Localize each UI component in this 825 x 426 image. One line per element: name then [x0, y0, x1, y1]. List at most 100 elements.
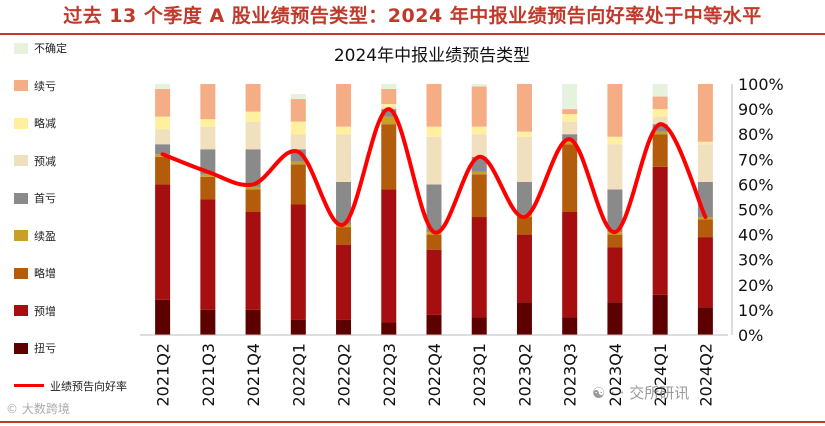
x-tick-label: 2021Q3 — [199, 343, 218, 407]
bar-segment-2023q4-s5 — [607, 144, 623, 190]
watermark-left-text: 大数跨境 — [21, 402, 70, 416]
bar-segment-2021q4-s5 — [245, 121, 261, 150]
legend-swatch — [14, 192, 28, 204]
bar-segment-2023q2-s2 — [516, 217, 532, 235]
bar-segment-2022q1-s8 — [290, 94, 306, 100]
bar-segment-2022q3-s8 — [381, 84, 397, 90]
bar-segment-2024q1-s0 — [652, 294, 668, 335]
legend-label: 首亏 — [34, 192, 56, 205]
x-tick-label: 2024Q2 — [696, 343, 715, 407]
bar-segment-2021q4-s7 — [245, 84, 261, 112]
bar-segment-2022q2-s0 — [336, 319, 352, 335]
legend-item: 预减 — [14, 151, 56, 171]
x-axis: 2021Q2 2021Q3 2021Q4 2022Q1 2022Q2 2022Q3 2022… — [140, 334, 728, 407]
bar-segment-2023q4-s1 — [607, 247, 623, 303]
legend-swatch — [14, 267, 28, 279]
bar-segment-2023q1-s0 — [471, 317, 487, 335]
bar-segment-2021q2-s2 — [155, 156, 171, 185]
legend-label: 略减 — [34, 117, 56, 130]
x-tick-label: 2023Q2 — [515, 343, 534, 407]
x-tick-label: 2023Q3 — [561, 343, 580, 407]
legend-item: 首亏 — [14, 188, 56, 208]
y-tick-label: 0% — [738, 326, 763, 345]
bar-segment-2023q2-s6 — [516, 131, 532, 137]
x-tick-label: 2023Q4 — [606, 343, 625, 407]
watermark-right: ☯ · · 交所研讯 — [592, 384, 690, 402]
bar-segment-2023q1-s8 — [471, 84, 487, 87]
bar-segment-2022q3-s4 — [381, 109, 397, 117]
bar-segment-2022q1-s1 — [290, 204, 306, 320]
bar-segment-2021q2-s5 — [155, 129, 171, 145]
legend-swatch — [14, 342, 28, 354]
banner: 过去 13 个季度 A 股业绩预告类型：2024 年中报业绩预告向好率处于中等水… — [0, 0, 825, 36]
bar-segment-2021q3-s4 — [200, 149, 216, 175]
bar-segment-2024q1-s6 — [652, 109, 668, 117]
bar-segment-2023q4-s0 — [607, 302, 623, 335]
bar-segment-2024q1-s2 — [652, 134, 668, 167]
x-tick-label: 2022Q3 — [380, 343, 399, 407]
bar-segment-2022q1-s0 — [290, 319, 306, 335]
watermark-right-text: 交所研讯 — [629, 384, 690, 402]
bar-segment-2022q4-s6 — [426, 126, 442, 137]
bar-segment-2021q2-s6 — [155, 116, 171, 130]
bar-segment-2024q1-s3 — [652, 131, 668, 135]
legend-label: 预减 — [34, 154, 56, 168]
bar-segment-2021q4-s0 — [245, 309, 261, 335]
bar-segment-2023q3-s0 — [562, 317, 578, 335]
legend-swatch — [14, 80, 28, 91]
y-tick-label: 30% — [738, 251, 774, 270]
bar-segment-2022q4-s7 — [426, 84, 442, 127]
bar-segment-2022q3-s7 — [381, 89, 397, 105]
y-tick-label: 100% — [738, 75, 784, 94]
y-tick-label: 60% — [738, 175, 774, 194]
x-tick-label: 2021Q2 — [154, 343, 173, 407]
bar-segment-2022q1-s6 — [290, 121, 306, 135]
bar-segment-2022q4-s1 — [426, 249, 442, 315]
y-tick-label: 70% — [738, 150, 774, 169]
bar-segment-2022q1-s2 — [290, 164, 306, 205]
bar-segment-2022q4-s5 — [426, 136, 442, 185]
bar-segment-2023q3-s5 — [562, 121, 578, 135]
x-tick-label: 2023Q1 — [470, 343, 489, 407]
bar-segment-2022q1-s5 — [290, 134, 306, 150]
legend-label: 业绩预告向好率 — [50, 379, 127, 393]
legend-swatch — [14, 155, 28, 166]
bar-segment-2022q2-s7 — [336, 84, 352, 127]
legend-swatch — [14, 42, 28, 54]
bar-segment-2024q2-s6 — [697, 141, 713, 145]
bar-segment-2022q1-s7 — [290, 99, 306, 122]
x-tick-label: 2021Q4 — [244, 343, 263, 407]
bar-segment-2022q2-s2 — [336, 227, 352, 245]
bar-segment-2024q1-s7 — [652, 96, 668, 110]
bar-segment-2021q4-s3 — [245, 186, 261, 190]
bar-segment-2024q1-s1 — [652, 166, 668, 295]
bar-segment-2023q2-s1 — [516, 234, 532, 303]
bar-segment-2023q4-s4 — [607, 189, 623, 233]
bar-segment-2021q2-s1 — [155, 184, 171, 300]
bar-segment-2022q2-s4 — [336, 181, 352, 225]
bar-segment-2021q2-s7 — [155, 89, 171, 117]
watermark-left: © 大数跨境 — [6, 402, 70, 416]
bar-segment-2023q3-s8 — [562, 84, 578, 110]
bar-segment-2021q3-s5 — [200, 126, 216, 150]
legend-label: 预增 — [34, 304, 56, 318]
chart-legend: 不确定 续亏 略减 预减 首亏 续盈 略增 预增 扭亏 业绩预告向好率 — [14, 36, 164, 416]
bar-segment-2021q3-s6 — [200, 119, 216, 127]
bar-segment-2021q4-s1 — [245, 212, 261, 310]
y-tick-label: 90% — [738, 100, 774, 119]
legend-line-swatch — [14, 384, 44, 387]
bar-segment-2022q3-s6 — [381, 104, 397, 107]
chart-title: 2024年中报业绩预告类型 — [334, 46, 530, 66]
bar-segment-2024q2-s2 — [697, 219, 713, 238]
x-tick-label: 2022Q4 — [425, 343, 444, 407]
bar-segment-2023q2-s0 — [516, 302, 532, 335]
bar-segment-2023q3-s3 — [562, 141, 578, 145]
legend-label: 续盈 — [34, 229, 56, 243]
legend-label: 扭亏 — [34, 342, 56, 355]
bar-segment-2021q3-s2 — [200, 176, 216, 200]
bar-segment-2021q2-s0 — [155, 299, 171, 335]
legend-item: 不确定 — [14, 38, 67, 58]
y-tick-label: 10% — [738, 301, 774, 320]
bar-segment-2021q4-s4 — [245, 149, 261, 187]
